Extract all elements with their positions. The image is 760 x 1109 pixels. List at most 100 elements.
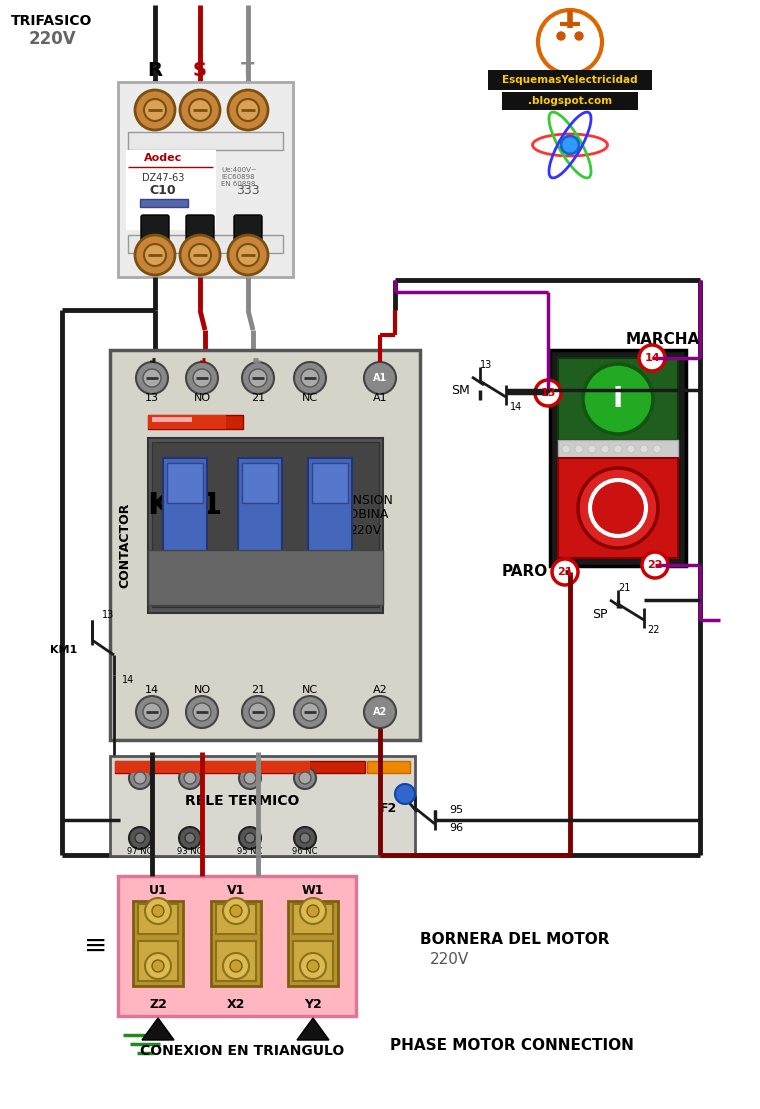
FancyBboxPatch shape <box>293 904 333 934</box>
Circle shape <box>189 244 211 266</box>
Text: 22: 22 <box>648 625 660 635</box>
Text: 13: 13 <box>102 610 114 620</box>
Text: X2: X2 <box>226 997 245 1010</box>
Circle shape <box>307 905 319 917</box>
Circle shape <box>653 445 661 452</box>
Text: 95: 95 <box>449 805 463 815</box>
Circle shape <box>244 772 256 784</box>
FancyBboxPatch shape <box>242 462 278 503</box>
Circle shape <box>179 827 201 849</box>
Circle shape <box>134 772 146 784</box>
Circle shape <box>144 99 166 121</box>
Circle shape <box>145 898 171 924</box>
Text: 21: 21 <box>251 685 265 695</box>
Text: 14: 14 <box>122 675 135 685</box>
Text: 14: 14 <box>145 685 159 695</box>
FancyBboxPatch shape <box>138 904 178 934</box>
Text: RELE TERMICO: RELE TERMICO <box>185 794 299 808</box>
Circle shape <box>639 345 665 372</box>
Circle shape <box>590 480 646 536</box>
FancyBboxPatch shape <box>186 215 214 269</box>
Circle shape <box>239 827 261 849</box>
Text: EsquemasYelectricidad: EsquemasYelectricidad <box>502 75 638 85</box>
Circle shape <box>557 32 565 40</box>
Text: 333: 333 <box>236 183 260 196</box>
FancyBboxPatch shape <box>133 901 183 986</box>
Circle shape <box>364 696 396 728</box>
Circle shape <box>583 364 653 434</box>
Text: 96: 96 <box>449 823 463 833</box>
Circle shape <box>143 369 161 387</box>
FancyBboxPatch shape <box>140 199 188 207</box>
Circle shape <box>294 362 326 394</box>
Circle shape <box>230 905 242 917</box>
Text: 93 NO: 93 NO <box>177 847 203 856</box>
Circle shape <box>129 767 151 788</box>
FancyBboxPatch shape <box>148 415 243 429</box>
Text: U1: U1 <box>149 884 167 896</box>
Text: 14: 14 <box>510 401 522 413</box>
Circle shape <box>575 32 583 40</box>
Text: BORNERA DEL MOTOR: BORNERA DEL MOTOR <box>420 933 610 947</box>
Text: PHASE MOTOR CONNECTION: PHASE MOTOR CONNECTION <box>390 1038 634 1052</box>
Circle shape <box>228 90 268 130</box>
FancyBboxPatch shape <box>167 462 203 503</box>
Text: ≡: ≡ <box>84 932 108 960</box>
FancyBboxPatch shape <box>152 417 192 423</box>
Circle shape <box>307 960 319 971</box>
FancyBboxPatch shape <box>558 440 678 458</box>
Text: .blogspot.com: .blogspot.com <box>528 96 612 106</box>
Text: NO: NO <box>194 685 211 695</box>
FancyBboxPatch shape <box>118 82 293 277</box>
FancyBboxPatch shape <box>216 942 256 981</box>
FancyBboxPatch shape <box>128 235 283 253</box>
Text: 22: 22 <box>648 560 663 570</box>
FancyBboxPatch shape <box>148 438 383 613</box>
Circle shape <box>152 960 164 971</box>
Circle shape <box>300 898 326 924</box>
FancyBboxPatch shape <box>148 550 383 606</box>
Circle shape <box>601 445 609 452</box>
Circle shape <box>249 703 267 721</box>
Text: S: S <box>193 61 207 80</box>
Text: 97 NO: 97 NO <box>127 847 153 856</box>
Text: F2: F2 <box>380 802 397 814</box>
Text: 13: 13 <box>480 360 492 370</box>
Text: I: I <box>613 385 623 413</box>
Circle shape <box>242 362 274 394</box>
Circle shape <box>552 559 578 586</box>
Circle shape <box>135 833 145 843</box>
Text: KM1: KM1 <box>49 645 77 655</box>
Circle shape <box>294 696 326 728</box>
Circle shape <box>179 767 201 788</box>
Text: A1: A1 <box>373 373 387 383</box>
Text: 21: 21 <box>557 567 573 577</box>
Circle shape <box>186 696 218 728</box>
Circle shape <box>193 369 211 387</box>
FancyBboxPatch shape <box>115 761 310 773</box>
Circle shape <box>614 445 622 452</box>
Circle shape <box>185 833 195 843</box>
Text: 96 NC: 96 NC <box>293 847 318 856</box>
Text: 21: 21 <box>251 393 265 403</box>
Circle shape <box>294 827 316 849</box>
Circle shape <box>223 898 249 924</box>
Circle shape <box>640 445 648 452</box>
FancyBboxPatch shape <box>163 458 207 553</box>
Circle shape <box>180 235 220 275</box>
Text: TRIFASICO: TRIFASICO <box>11 14 93 28</box>
Circle shape <box>230 960 242 971</box>
Text: TENSION
BOBINA
220V: TENSION BOBINA 220V <box>337 494 393 537</box>
Circle shape <box>186 362 218 394</box>
Circle shape <box>239 767 261 788</box>
FancyBboxPatch shape <box>288 901 338 986</box>
Circle shape <box>299 772 311 784</box>
Circle shape <box>136 362 168 394</box>
FancyBboxPatch shape <box>312 462 348 503</box>
Text: SP: SP <box>593 608 608 621</box>
Text: NC: NC <box>302 685 318 695</box>
Text: T: T <box>242 61 255 80</box>
Circle shape <box>237 244 259 266</box>
FancyBboxPatch shape <box>216 904 256 934</box>
FancyBboxPatch shape <box>126 150 216 230</box>
